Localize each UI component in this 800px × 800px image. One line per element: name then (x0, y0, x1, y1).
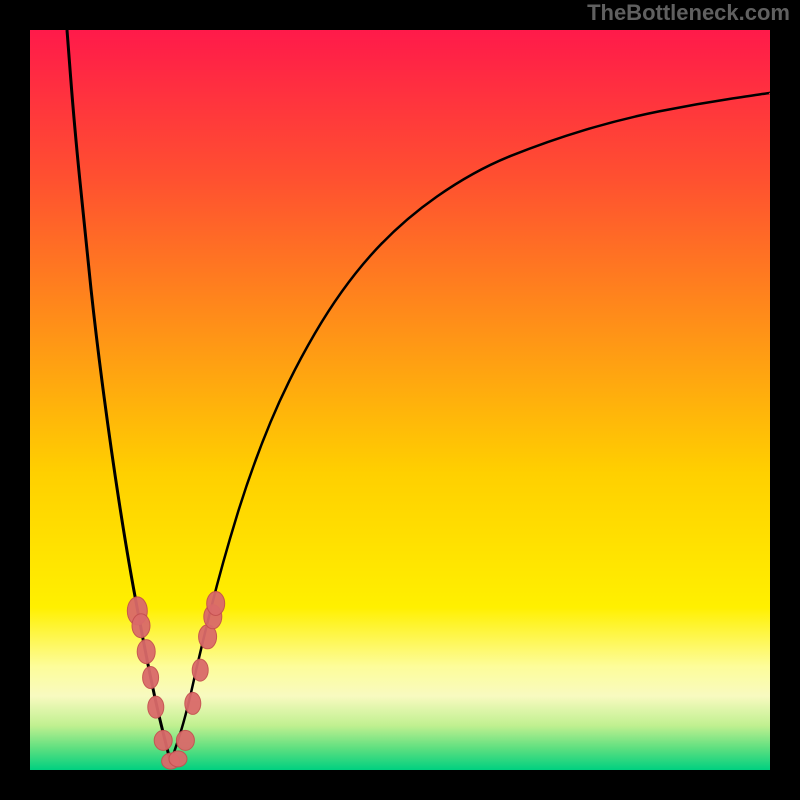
data-marker (169, 751, 187, 767)
data-marker (176, 730, 194, 750)
bottleneck-chart-svg (0, 0, 800, 800)
chart-container: TheBottleneck.com (0, 0, 800, 800)
data-marker (132, 614, 150, 638)
data-marker (185, 692, 201, 714)
data-marker (192, 659, 208, 681)
data-marker (207, 592, 225, 616)
data-marker (137, 640, 155, 664)
data-marker (143, 667, 159, 689)
data-marker (148, 696, 164, 718)
watermark-text: TheBottleneck.com (587, 0, 790, 26)
data-marker (154, 730, 172, 750)
